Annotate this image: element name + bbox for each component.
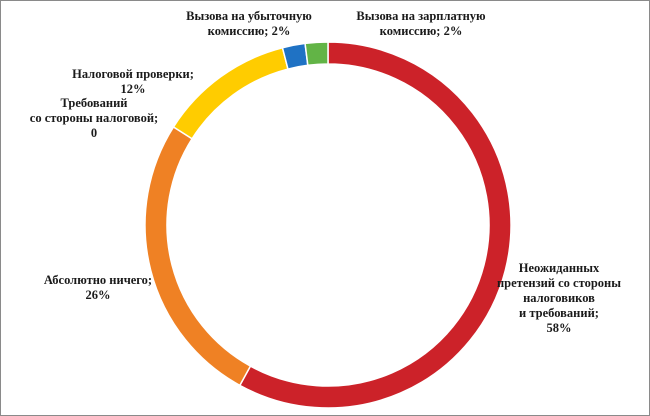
slice-label-loss-commission: Вызова на убыточную комиссию; 2% [186, 9, 312, 38]
slice-unexpected-claims [238, 41, 512, 409]
slice-label-tax-demands: Требований со стороны налоговой; 0 [29, 96, 159, 140]
slice-loss-commission [281, 42, 309, 70]
slice-salary-commission [304, 41, 329, 67]
slice-label-nothing: Абсолютно ничего; 26% [43, 273, 153, 302]
slice-label-tax-audit: Налоговой проверки; 12% [72, 67, 194, 96]
slice-label-unexpected-claims: Неожиданных претензий со стороны налогов… [496, 261, 621, 335]
slice-nothing [144, 125, 252, 387]
slice-label-salary-commission: Вызова на зарплатную комиссию; 2% [356, 9, 486, 38]
